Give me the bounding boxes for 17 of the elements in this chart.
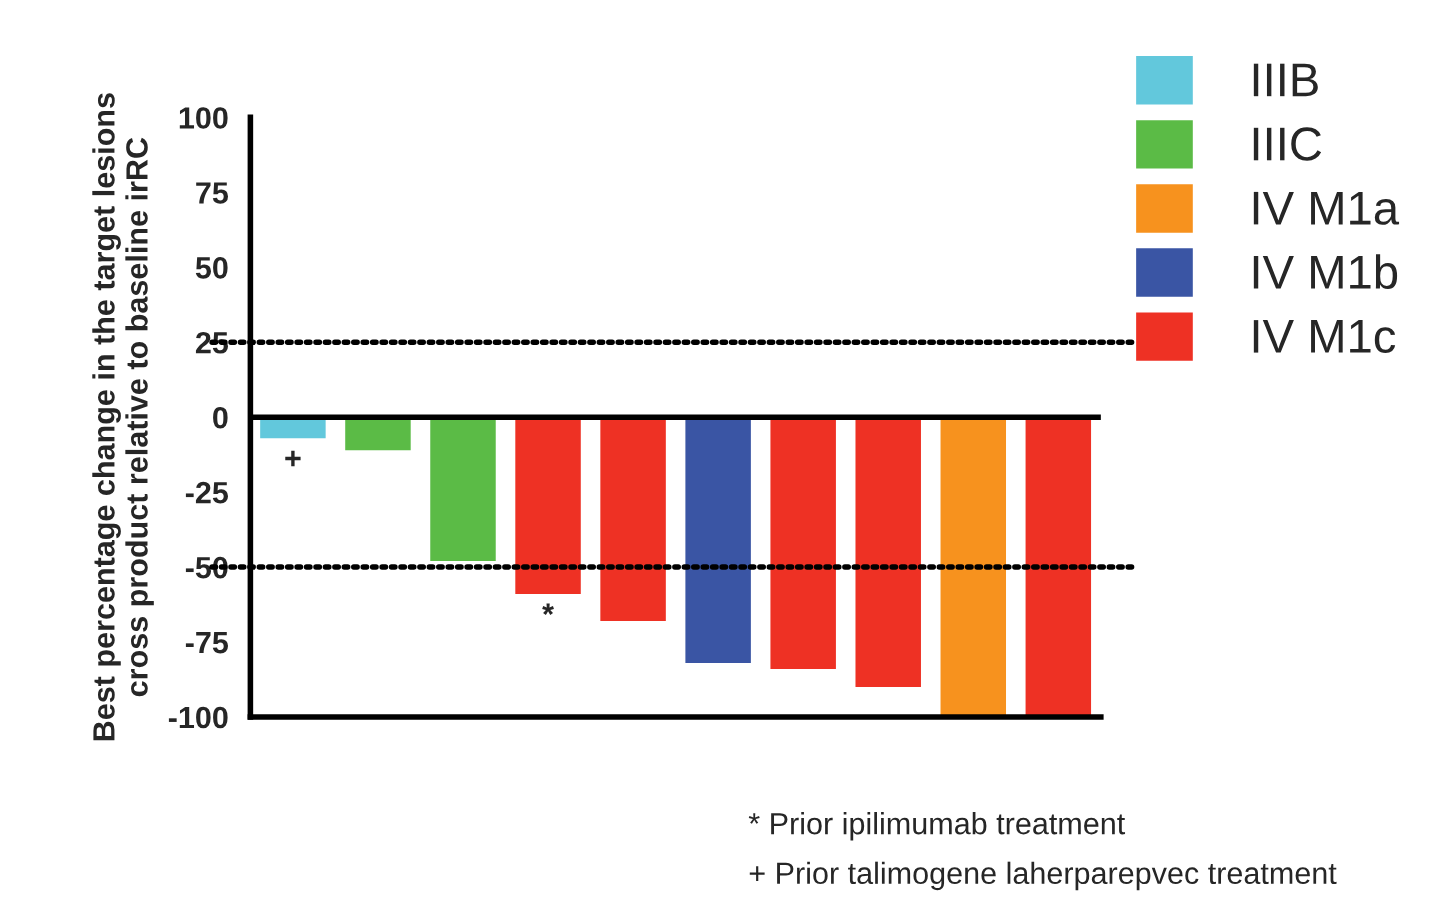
data-label: * (542, 603, 554, 615)
y-tick-label: -25 (185, 481, 229, 504)
y-tick-label: 75 (196, 182, 229, 204)
legend-label: IV M1c (1253, 320, 1396, 354)
legend-label: IV M1b (1253, 254, 1398, 289)
y-tick-label: 50 (195, 257, 228, 279)
y-tick-label: -100 (168, 706, 228, 729)
legend-label: IIIB (1253, 63, 1318, 97)
legend-label: IIIC (1253, 127, 1322, 161)
legend-label: IV M1a (1253, 191, 1400, 225)
y-axis-title: Best percentage change in the target lesions cross product relative to baseline irRC (92, 93, 154, 741)
y-tick-label: 0 (213, 406, 228, 429)
text: + Prior talimogene laherparepvec treatment (749, 861, 1337, 891)
y-tick-label: 100 (179, 107, 228, 129)
y-tick-label: -75 (185, 632, 229, 654)
data-label: + (285, 450, 301, 467)
text: * Prior ipilimumab treatment (748, 812, 1126, 841)
